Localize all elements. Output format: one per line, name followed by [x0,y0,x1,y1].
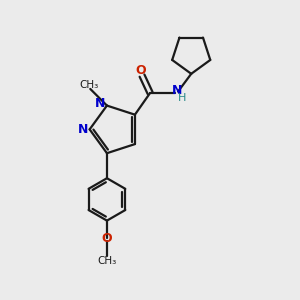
Text: O: O [135,64,146,77]
Text: H: H [177,93,186,103]
Text: N: N [95,97,106,110]
Text: O: O [102,232,112,245]
Text: CH₃: CH₃ [97,256,117,266]
Text: N: N [171,84,182,97]
Text: N: N [78,123,88,136]
Text: CH₃: CH₃ [79,80,98,89]
